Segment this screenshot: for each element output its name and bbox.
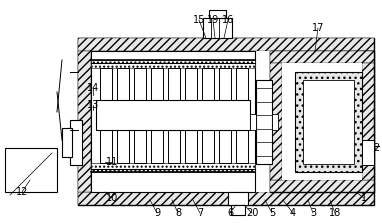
Bar	[91, 51, 361, 192]
Bar	[78, 38, 374, 51]
Bar	[168, 130, 180, 163]
Text: 18: 18	[329, 208, 341, 218]
Bar	[62, 128, 72, 157]
Bar	[91, 51, 255, 192]
Text: 2: 2	[373, 143, 379, 153]
Text: 3: 3	[310, 208, 316, 218]
Text: 8: 8	[175, 208, 181, 218]
Bar	[202, 68, 214, 100]
Bar	[78, 192, 374, 205]
Bar	[272, 114, 278, 130]
Text: 6: 6	[227, 208, 233, 218]
Bar	[270, 51, 374, 192]
Bar	[91, 163, 255, 172]
Bar	[151, 68, 163, 100]
Bar	[236, 130, 248, 163]
Text: 12: 12	[16, 187, 28, 197]
Bar	[100, 68, 112, 100]
Bar	[78, 38, 374, 205]
Bar	[134, 68, 146, 100]
Text: 4: 4	[290, 208, 296, 218]
Text: 16: 16	[222, 15, 234, 25]
Bar	[117, 68, 129, 100]
Bar	[270, 51, 374, 63]
Bar	[100, 130, 112, 163]
Bar	[219, 130, 231, 163]
Text: 9: 9	[154, 208, 160, 218]
Bar	[303, 80, 354, 164]
Bar	[270, 63, 282, 180]
Text: 5: 5	[269, 208, 275, 218]
Bar	[270, 180, 374, 192]
Bar	[151, 130, 163, 163]
Text: 15: 15	[193, 15, 205, 25]
Bar	[5, 148, 57, 192]
Bar	[117, 130, 129, 163]
Bar	[228, 192, 248, 205]
Bar	[361, 51, 374, 192]
Bar	[231, 205, 245, 215]
Bar	[185, 68, 197, 100]
Bar	[209, 10, 226, 18]
Bar	[362, 63, 374, 180]
Bar	[256, 80, 272, 164]
Text: 14: 14	[87, 83, 99, 93]
Bar	[295, 72, 362, 172]
Bar	[168, 68, 180, 100]
Bar	[91, 60, 255, 68]
Text: 7: 7	[197, 208, 203, 218]
Bar	[362, 140, 374, 165]
Bar	[250, 114, 256, 130]
Bar	[202, 130, 214, 163]
Text: 10: 10	[106, 193, 118, 203]
Bar	[282, 63, 362, 180]
Text: 19: 19	[207, 15, 219, 25]
Text: 11: 11	[106, 157, 118, 167]
Text: 20: 20	[246, 208, 258, 218]
Text: 1: 1	[361, 193, 367, 203]
Bar	[236, 68, 248, 100]
Bar	[134, 130, 146, 163]
Bar	[96, 100, 250, 130]
Bar	[203, 18, 232, 38]
Text: 13: 13	[87, 100, 99, 110]
Bar	[70, 120, 82, 165]
Bar	[219, 68, 231, 100]
Bar	[78, 51, 91, 192]
Text: 17: 17	[312, 23, 324, 33]
Bar	[185, 130, 197, 163]
